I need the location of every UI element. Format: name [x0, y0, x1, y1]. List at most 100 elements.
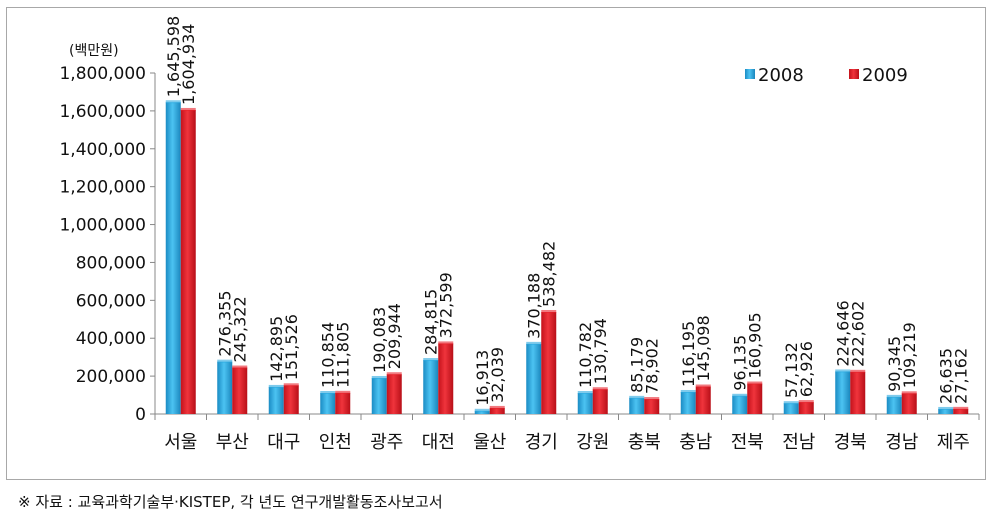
bar-top-2008-울산	[474, 408, 490, 412]
bar-2009-울산	[489, 407, 505, 414]
bar-top-2008-전남	[783, 401, 799, 405]
bar-top-2008-부산	[217, 359, 233, 363]
data-label-2009-울산: 32,039	[488, 347, 507, 403]
x-category-label: 강원	[576, 432, 609, 453]
x-category-label: 울산	[473, 432, 506, 453]
x-category-label: 경북	[834, 432, 867, 453]
x-category-label: 서울	[164, 432, 197, 453]
bar-2008-충북	[629, 397, 645, 414]
bar-top-2009-전북	[747, 381, 763, 385]
bar-top-2009-인천	[335, 390, 351, 394]
legend: 2008 2009	[745, 65, 908, 86]
bar-2009-광주	[386, 374, 402, 414]
data-label-2009-충북: 78,902	[643, 338, 662, 394]
data-label-2009-대구: 151,526	[282, 314, 301, 380]
bar-top-2009-강원	[592, 387, 608, 391]
data-label-2008-광주: 190,083	[370, 307, 389, 373]
bars	[165, 100, 969, 415]
x-category-label: 광주	[370, 432, 403, 453]
y-tick-label: 0	[135, 405, 146, 425]
bar-2009-경남	[901, 393, 917, 414]
data-label-2009-전북: 160,905	[746, 312, 765, 378]
x-category-label: 제주	[937, 432, 970, 453]
bar-top-2008-대구	[268, 384, 284, 388]
data-label-2009-제주: 27,162	[952, 348, 971, 404]
y-tick-label: 600,000	[76, 291, 146, 311]
bar-2008-광주	[371, 377, 387, 414]
bar-2009-제주	[953, 408, 969, 414]
bar-top-2009-경남	[901, 391, 917, 395]
bar-2008-전북	[732, 395, 748, 414]
x-axis: 서울 부산 대구 인천 광주 대전 울산 경기 강원 충북 충남 전북 전남 경북 경남 제주	[154, 413, 980, 453]
bar-2009-강원	[592, 389, 608, 414]
data-label-2008-경기: 370,188	[525, 273, 544, 339]
bar-2008-경북	[835, 371, 851, 414]
data-label-2009-서울: 1,604,934	[179, 24, 198, 105]
y-tick-label: 1,200,000	[59, 178, 146, 198]
data-label-2008-인천: 110,854	[319, 322, 338, 388]
legend-swatch-2008	[745, 69, 755, 79]
bar-chart: (백만원) 0 200,000 400,000 600,000 800,000 1,000…	[59, 16, 980, 453]
x-category-label: 충남	[679, 432, 712, 453]
y-tick-label: 1,400,000	[59, 140, 146, 160]
bar-2008-서울	[165, 102, 181, 414]
bar-top-2009-대구	[283, 383, 299, 387]
bar-top-2008-제주	[938, 406, 954, 410]
data-label-2009-부산: 245,322	[231, 296, 250, 362]
source-note: ※ 자료 : 교육과학기술부·KISTEP, 각 년도 연구개발활동조사보고서	[18, 493, 443, 511]
bar-top-2009-경기	[541, 309, 557, 313]
data-label-2008-전남: 57,132	[782, 342, 801, 398]
bar-2008-전남	[783, 403, 799, 414]
data-label-2009-광주: 209,944	[385, 303, 404, 369]
y-tick-label: 400,000	[76, 329, 146, 349]
x-category-label: 전남	[782, 432, 815, 453]
data-label-2008-전북: 96,135	[731, 335, 750, 391]
x-category-label: 경기	[525, 432, 558, 453]
y-tick-label: 1,000,000	[59, 216, 146, 236]
data-label-2008-울산: 16,913	[473, 350, 492, 406]
bar-2009-충남	[695, 386, 711, 414]
bar-top-2008-충남	[680, 389, 696, 393]
bar-top-2009-광주	[386, 372, 402, 376]
y-tick-label: 1,800,000	[59, 64, 146, 84]
bar-2009-경북	[850, 371, 866, 414]
legend-swatch-2009	[849, 69, 859, 79]
bar-top-2008-충북	[629, 395, 645, 399]
bar-top-2009-대전	[438, 341, 454, 345]
bar-top-2009-부산	[232, 365, 248, 369]
x-category-label: 대전	[422, 432, 455, 453]
bar-top-2008-경남	[886, 394, 902, 398]
bar-2008-강원	[577, 393, 593, 414]
bar-top-2008-광주	[371, 375, 387, 379]
bar-top-2009-서울	[180, 107, 196, 111]
x-category-label: 인천	[319, 432, 352, 453]
bar-2008-제주	[938, 408, 954, 414]
data-label-2009-충남: 145,098	[694, 315, 713, 381]
bar-top-2008-서울	[165, 100, 181, 104]
bar-top-2009-충북	[644, 397, 660, 401]
bar-2008-부산	[217, 361, 233, 414]
chart-frame: (백만원) 0 200,000 400,000 600,000 800,000 1,000…	[6, 7, 986, 480]
data-label-2008-대구: 142,895	[267, 316, 286, 382]
legend-label-2009: 2009	[862, 65, 908, 86]
data-label-2009-경북: 222,602	[849, 301, 868, 367]
data-label-2008-제주: 26,635	[937, 348, 956, 404]
bar-top-2009-제주	[953, 406, 969, 410]
bar-2009-대전	[438, 343, 454, 414]
bar-2008-경남	[886, 396, 902, 414]
bar-top-2008-강원	[577, 391, 593, 395]
x-category-label: 경남	[885, 432, 918, 453]
data-label-2008-서울: 1,645,598	[164, 16, 183, 97]
bar-2009-경기	[541, 311, 557, 414]
bar-top-2009-울산	[489, 405, 505, 409]
legend-label-2008: 2008	[758, 65, 804, 86]
x-category-label: 전북	[731, 432, 764, 453]
data-label-2008-충남: 116,195	[679, 321, 698, 387]
bar-2008-충남	[680, 391, 696, 414]
y-unit-label: (백만원)	[69, 43, 119, 59]
bar-2009-전남	[798, 402, 814, 414]
bar-2009-대구	[283, 385, 299, 414]
data-label-2008-부산: 276,355	[216, 290, 235, 356]
x-category-label: 부산	[216, 432, 249, 453]
data-label-2009-대전: 372,599	[437, 272, 456, 338]
